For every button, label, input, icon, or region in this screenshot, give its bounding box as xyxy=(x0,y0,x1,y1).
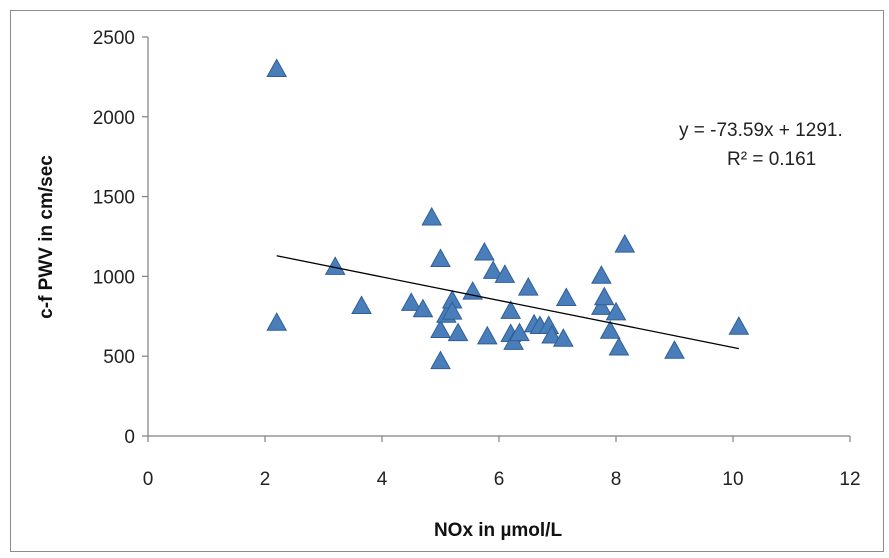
x-tick-label: 2 xyxy=(260,469,271,490)
data-point xyxy=(351,295,372,315)
data-point xyxy=(441,300,463,320)
data-point xyxy=(412,298,434,318)
axes xyxy=(142,36,851,442)
data-point xyxy=(476,325,498,345)
data-point xyxy=(430,350,451,370)
x-tick-label: 6 xyxy=(494,469,505,490)
r-squared-label: R² = 0.161 xyxy=(727,149,816,170)
data-point xyxy=(605,301,627,321)
x-axis-title: NOx in µmol/L xyxy=(434,520,563,541)
data-point xyxy=(541,324,562,344)
x-tick-label: 4 xyxy=(377,469,388,490)
y-tick-label: 2500 xyxy=(93,28,135,49)
y-tick-labels: 0 500 1000 1500 2000 2500 xyxy=(93,28,135,448)
y-tick-label: 1500 xyxy=(93,188,135,209)
data-point xyxy=(430,319,451,338)
x-tick-label: 0 xyxy=(143,469,154,490)
data-point xyxy=(266,58,288,78)
data-point xyxy=(664,340,685,359)
trendline-equation: y = -73.59x + 1291. xyxy=(679,120,843,141)
data-point xyxy=(500,300,522,319)
data-point xyxy=(591,296,612,315)
data-point xyxy=(494,264,516,283)
data-point xyxy=(593,286,615,306)
data-point xyxy=(474,241,495,261)
chart-frame xyxy=(10,10,884,552)
data-point xyxy=(482,260,504,279)
data-point xyxy=(614,233,636,253)
y-axis-title: c-f PWV in cm/sec xyxy=(36,155,57,319)
x-tick-labels: 0 2 4 6 8 10 12 xyxy=(143,469,861,490)
x-tick-label: 12 xyxy=(839,469,860,490)
data-point xyxy=(324,256,346,275)
data-point xyxy=(447,322,469,342)
y-tick-label: 1000 xyxy=(93,267,135,288)
data-point xyxy=(462,281,484,300)
y-tick-label: 500 xyxy=(103,347,135,368)
data-point xyxy=(553,328,574,347)
data-point xyxy=(266,312,288,331)
y-tick-label: 0 xyxy=(124,427,135,448)
data-point xyxy=(517,277,539,296)
y-tick-label: 2000 xyxy=(93,108,135,129)
data-point xyxy=(400,292,422,311)
data-point xyxy=(728,316,750,335)
trendline xyxy=(276,255,739,350)
data-point xyxy=(591,265,612,284)
data-points xyxy=(266,58,750,370)
data-point xyxy=(608,336,630,356)
data-point xyxy=(599,320,621,339)
data-point xyxy=(430,248,451,267)
x-tick-label: 10 xyxy=(722,469,743,490)
data-point xyxy=(555,287,577,307)
x-tick-label: 8 xyxy=(611,469,622,490)
data-point xyxy=(421,206,443,226)
